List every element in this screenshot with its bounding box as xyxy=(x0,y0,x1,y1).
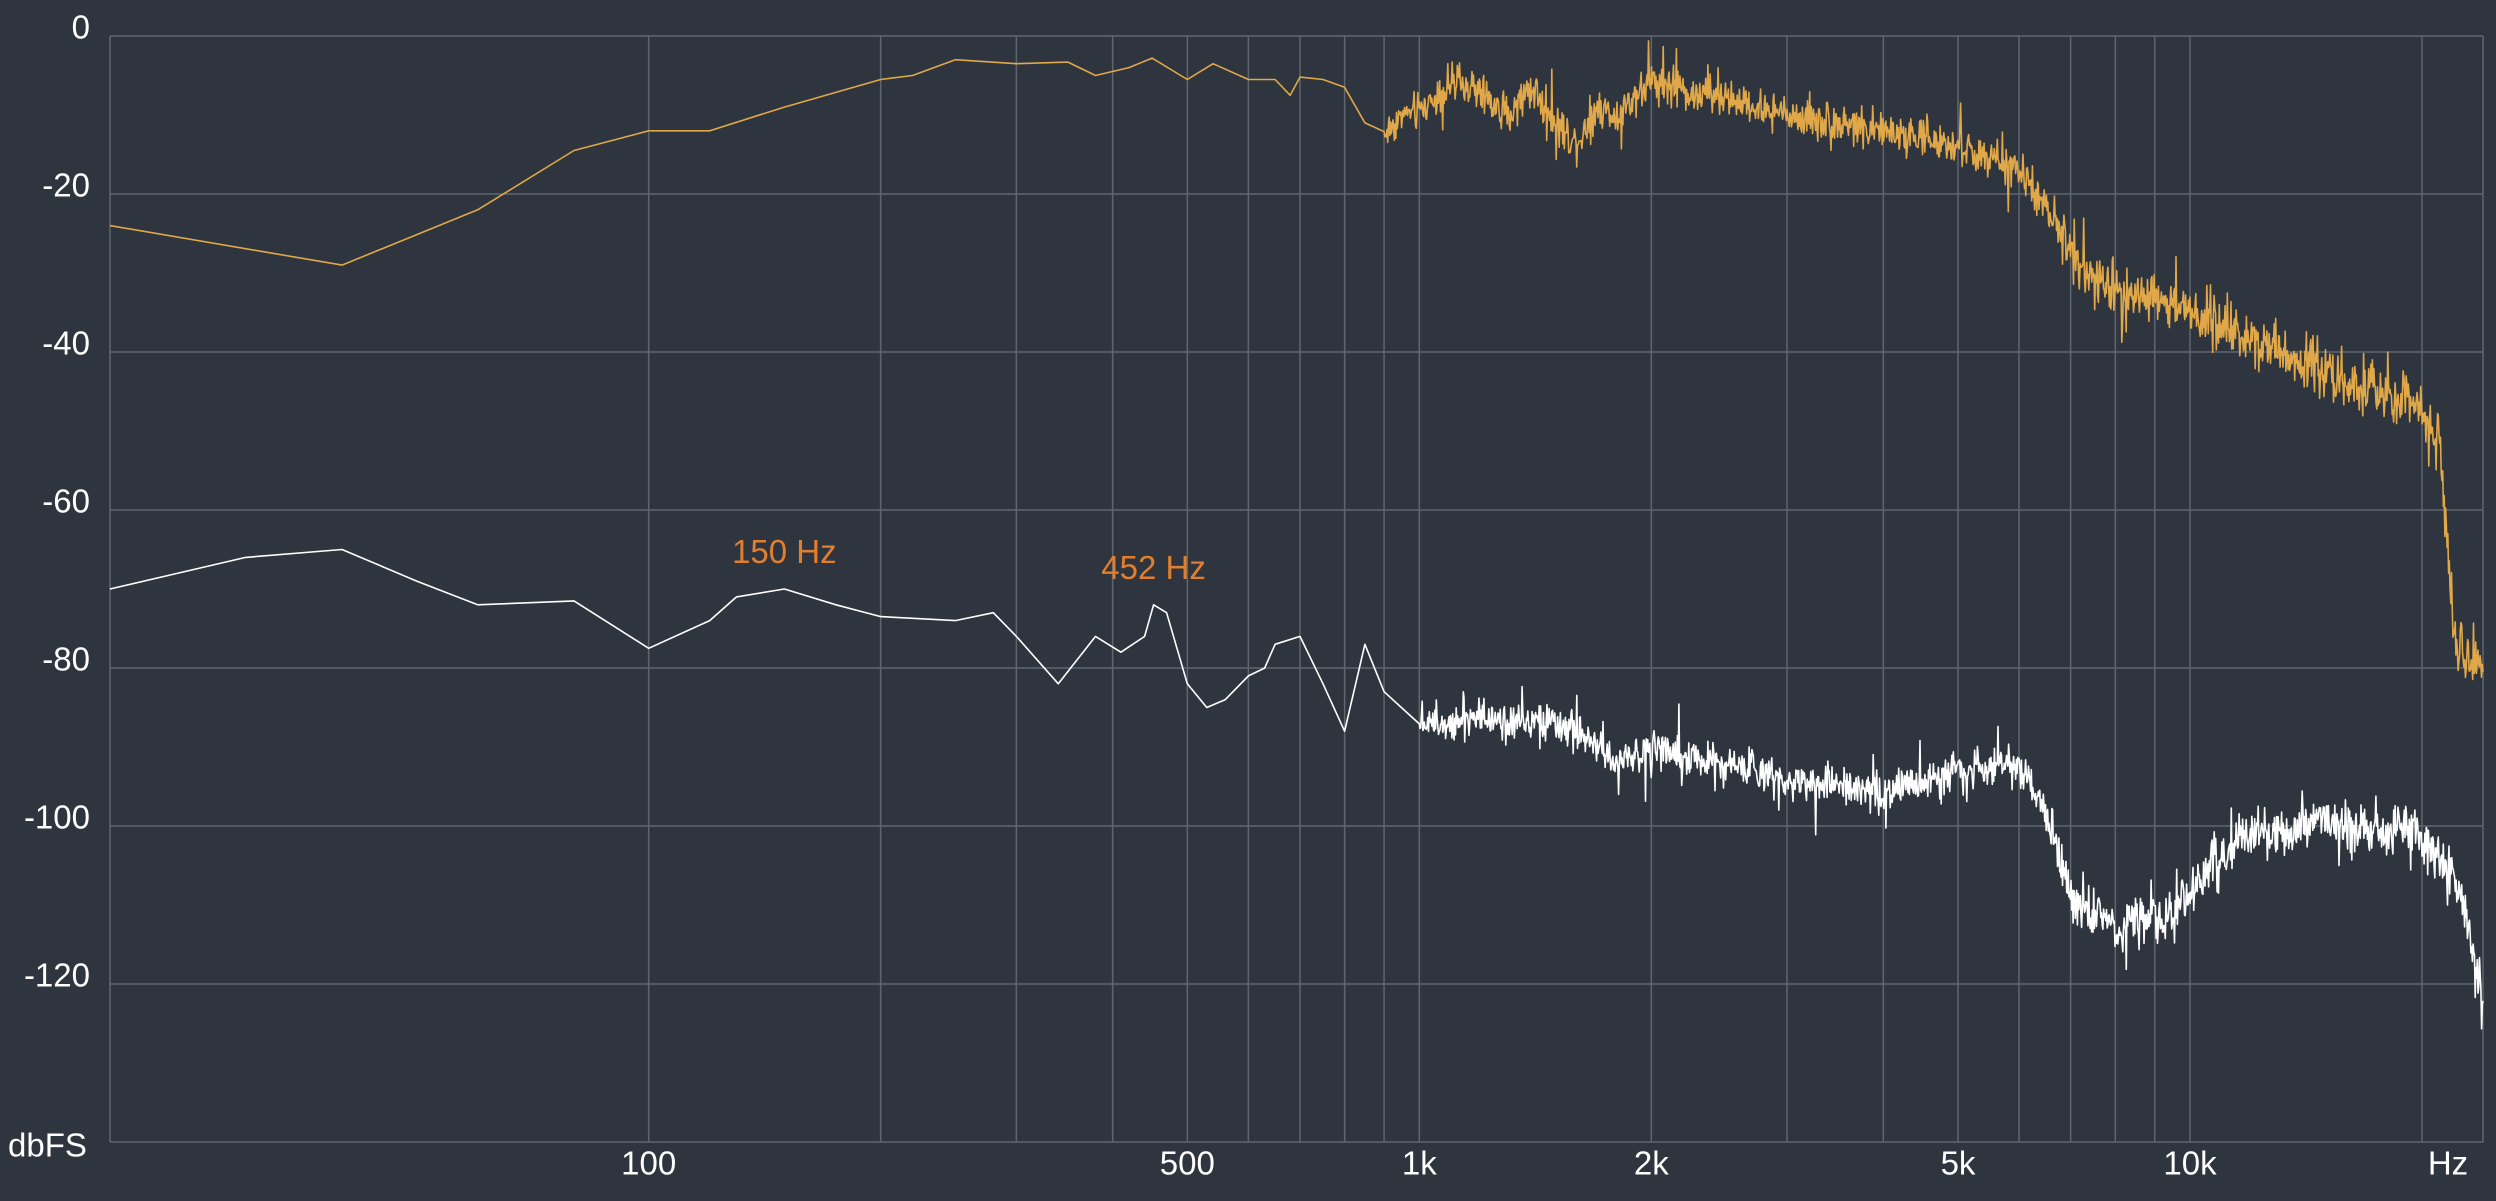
y-tick-label: -20 xyxy=(42,167,90,204)
peak-annotation-label: 452 Hz xyxy=(1101,549,1206,586)
x-tick-label: 1k xyxy=(1402,1145,1437,1182)
series-layer xyxy=(109,40,2484,1030)
y-tick-label: -80 xyxy=(42,641,90,678)
x-tick-label: 5k xyxy=(1941,1145,1976,1182)
y-tick-label: -120 xyxy=(24,957,90,994)
y-axis-label: dbFS xyxy=(8,1127,87,1164)
series-line-1 xyxy=(109,548,2484,1030)
x-tick-label: 2k xyxy=(1634,1145,1669,1182)
y-tick-label: -40 xyxy=(42,325,90,362)
peak-annotation-label: 150 Hz xyxy=(732,533,837,570)
grid xyxy=(109,35,2484,1143)
series-line-0 xyxy=(109,40,2484,681)
y-tick-label: -60 xyxy=(42,483,90,520)
y-tick-label: 0 xyxy=(72,9,90,46)
x-tick-label: 500 xyxy=(1160,1145,1215,1182)
x-tick-label: 100 xyxy=(621,1145,676,1182)
y-tick-label: -100 xyxy=(24,799,90,836)
x-axis-label: Hz xyxy=(2428,1145,2468,1182)
labels: dbFS Hz 0 -20 -40 -60 -80 -100 -120 100 500 1k 2k 5… xyxy=(8,9,2468,1182)
x-tick-label: 10k xyxy=(2163,1145,2217,1182)
